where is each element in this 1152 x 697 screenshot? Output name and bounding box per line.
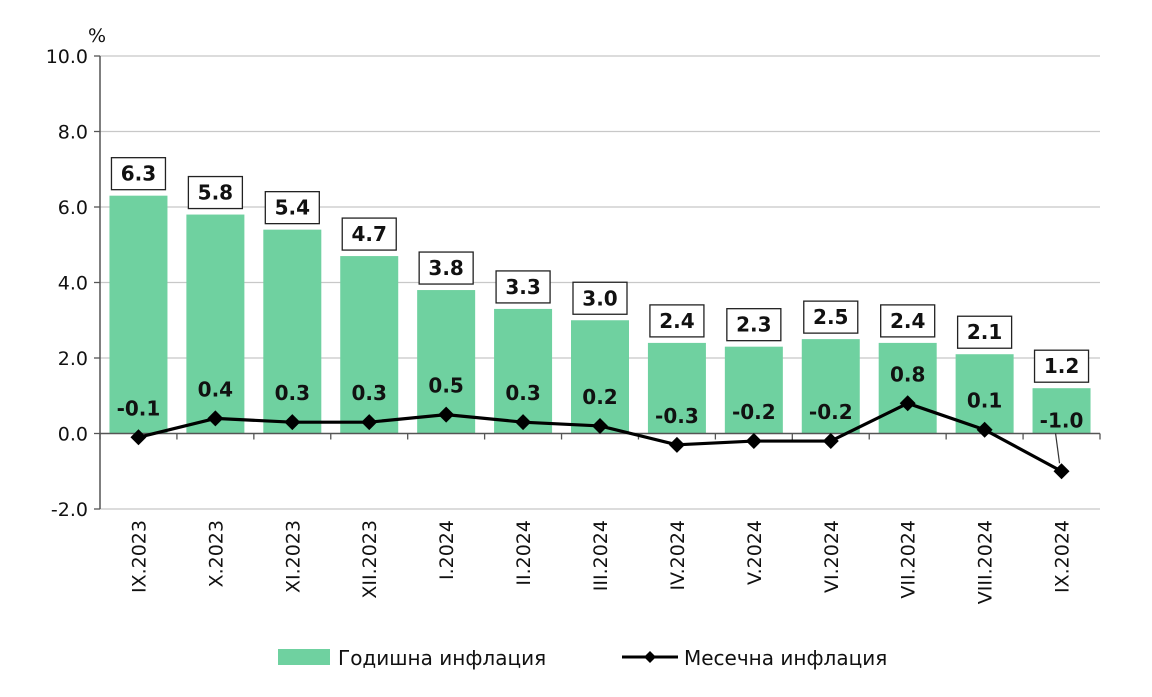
line-value-label: 0.2: [582, 385, 617, 409]
x-tick-label: IX.2023: [128, 520, 150, 593]
bar: [801, 339, 860, 434]
y-tick-label: 8.0: [58, 122, 88, 144]
legend-label-monthly: Месечна инфлация: [684, 646, 887, 670]
bar-value-label: 2.1: [967, 320, 1002, 344]
y-tick-label: 0.0: [58, 424, 88, 446]
line-value-label: 0.3: [275, 381, 310, 405]
bar-value-label: 1.2: [1044, 354, 1079, 378]
line-value-label: 0.8: [890, 362, 925, 386]
bar-label-box: [956, 315, 1013, 349]
bar: [186, 214, 245, 434]
y-axis-ticks: -2.0 0.0 2.0 4.0 6.0 8.0 10.0: [46, 46, 100, 521]
bar-value-label: 4.7: [352, 222, 387, 246]
line-marker: [592, 417, 608, 434]
legend-swatch-monthly-marker: [644, 651, 656, 663]
bar-label-box: [572, 281, 628, 315]
line-marker: [668, 436, 685, 453]
line-series: [130, 395, 1070, 480]
x-tick-label: X.2023: [205, 520, 227, 587]
x-tick-label: IX.2024: [1052, 520, 1074, 593]
bar: [1032, 388, 1091, 434]
x-tick-label: XI.2023: [282, 520, 304, 593]
bar-label-box: [495, 270, 551, 304]
x-tick-label: III.2024: [590, 520, 612, 591]
bar: [494, 308, 553, 434]
line-marker: [284, 414, 301, 431]
line-marker: [207, 410, 224, 427]
line-marker: [976, 421, 993, 438]
bar: [724, 346, 783, 434]
bar-label-box: [187, 175, 244, 210]
bar-value-label: 5.8: [198, 181, 233, 205]
legend-swatch-annual: [278, 649, 330, 665]
line-value-label: 0.5: [428, 374, 463, 398]
bar: [263, 229, 322, 434]
bar-label-box: [649, 304, 705, 338]
line-marker: [822, 433, 839, 450]
bar-value-label: 6.3: [121, 162, 156, 186]
line-value-label: 0.3: [352, 381, 387, 405]
bar: [955, 354, 1014, 434]
bar-label-box: [341, 217, 397, 251]
bar-label-box: [1033, 349, 1090, 383]
line-marker: [130, 429, 147, 446]
legend-label-annual: Годишна инфлация: [338, 646, 546, 670]
bar-series: [109, 195, 1091, 434]
x-tick-label: XII.2023: [359, 520, 381, 599]
y-axis-unit: %: [88, 25, 106, 47]
y-tick-label: 6.0: [58, 197, 88, 219]
y-tick-label: 10.0: [46, 46, 88, 68]
y-tick-label: -2.0: [51, 499, 88, 521]
bar-value-label: 3.3: [505, 275, 540, 299]
line-marker: [899, 395, 916, 412]
bar-value-labels: 6.3 5.8 5.4 4.7 3.8 3.3 3.0 2.4 2.3 2.5 2.4 2.1 1.2: [110, 157, 1090, 383]
bar-label-box: [110, 157, 167, 191]
x-tick-label: VIII.2024: [975, 520, 997, 604]
bar-value-label: 5.4: [275, 196, 310, 220]
x-tick-label: IV.2024: [667, 520, 689, 591]
bar: [571, 320, 629, 434]
legend: Годишна инфлация Месечна инфлация: [278, 646, 887, 670]
bar-value-label: 2.4: [659, 309, 694, 333]
bar: [878, 342, 937, 434]
y-tick-label: 4.0: [58, 273, 88, 295]
bar-label-box: [264, 190, 320, 225]
y-tick-label: 2.0: [58, 348, 88, 370]
bar-label-box: [803, 300, 859, 334]
line-marker: [1053, 463, 1070, 480]
bar-label-box: [726, 308, 782, 342]
line-value-label: 0.1: [967, 389, 1002, 413]
line-value-label: 0.3: [505, 381, 540, 405]
line-marker: [361, 414, 378, 431]
bar-label-box: [418, 251, 474, 285]
bar-value-label: 3.8: [428, 256, 463, 280]
line-value-labels: -0.1 0.4 0.3 0.3 0.5 0.3 0.2 -0.3 -0.2 -0.2 0.8 0.1…: [117, 362, 1084, 464]
bar-value-label: 3.0: [582, 286, 617, 310]
bar-value-label: 2.4: [890, 309, 925, 333]
x-tick-label: VII.2024: [898, 520, 920, 599]
x-axis-labels: IX.2023 X.2023 XI.2023 XII.2023 I.2024 II.202…: [128, 520, 1073, 604]
bar: [109, 195, 168, 434]
line-marker: [515, 414, 532, 431]
bar: [340, 256, 399, 434]
bar-value-label: 2.3: [736, 313, 771, 337]
line-value-label: -0.1: [117, 396, 161, 420]
line-value-label: -1.0: [1040, 408, 1084, 432]
line-value-label: -0.3: [655, 404, 699, 428]
bar-label-box: [880, 304, 936, 338]
bar-value-label: 2.5: [813, 305, 848, 329]
line-value-label: -0.2: [809, 400, 853, 424]
x-tick-label: V.2024: [744, 520, 766, 585]
bar: [647, 342, 706, 434]
line-value-label: 0.4: [198, 377, 233, 401]
label-leader-line: [1054, 433, 1061, 464]
line-marker: [438, 406, 455, 423]
line-value-label: -0.2: [732, 400, 776, 424]
line-marker: [745, 433, 762, 450]
x-tick-label: II.2024: [513, 520, 535, 586]
x-tick-label: VI.2024: [821, 520, 843, 593]
x-tick-label: I.2024: [436, 520, 458, 580]
